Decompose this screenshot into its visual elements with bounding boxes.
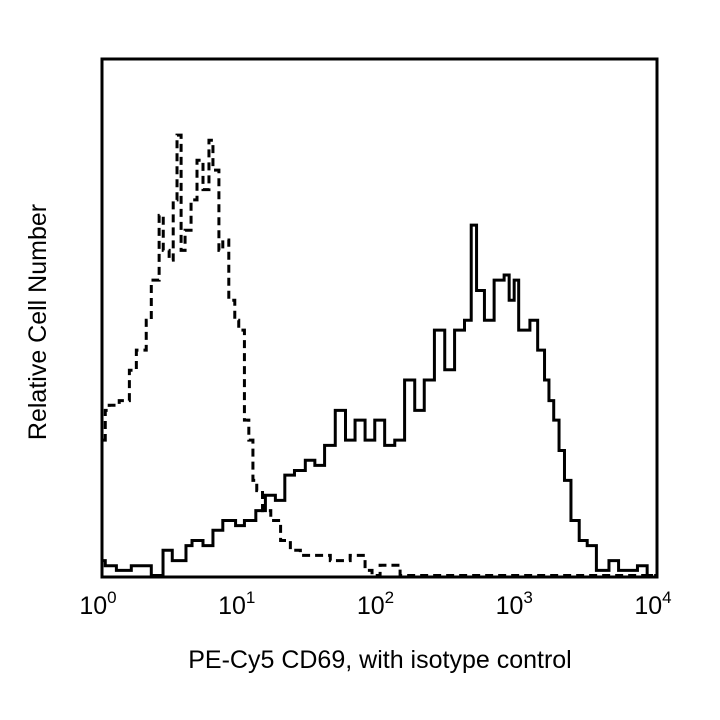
x-tick-label: 101 bbox=[218, 588, 255, 620]
x-tick-labels: 100 101 102 103 104 bbox=[79, 588, 671, 620]
x-tick-label: 104 bbox=[634, 588, 671, 620]
y-axis-label: Relative Cell Number bbox=[24, 204, 52, 440]
isotype-control-histogram bbox=[103, 133, 656, 577]
x-axis-label: PE-Cy5 CD69, with isotype control bbox=[188, 646, 571, 674]
plot-frame bbox=[100, 57, 659, 579]
series-layer bbox=[103, 133, 656, 577]
x-tick-label: 100 bbox=[79, 588, 116, 620]
x-tick-label: 102 bbox=[357, 588, 394, 620]
x-tick-label: 103 bbox=[496, 588, 533, 620]
cd69-histogram bbox=[103, 223, 654, 577]
